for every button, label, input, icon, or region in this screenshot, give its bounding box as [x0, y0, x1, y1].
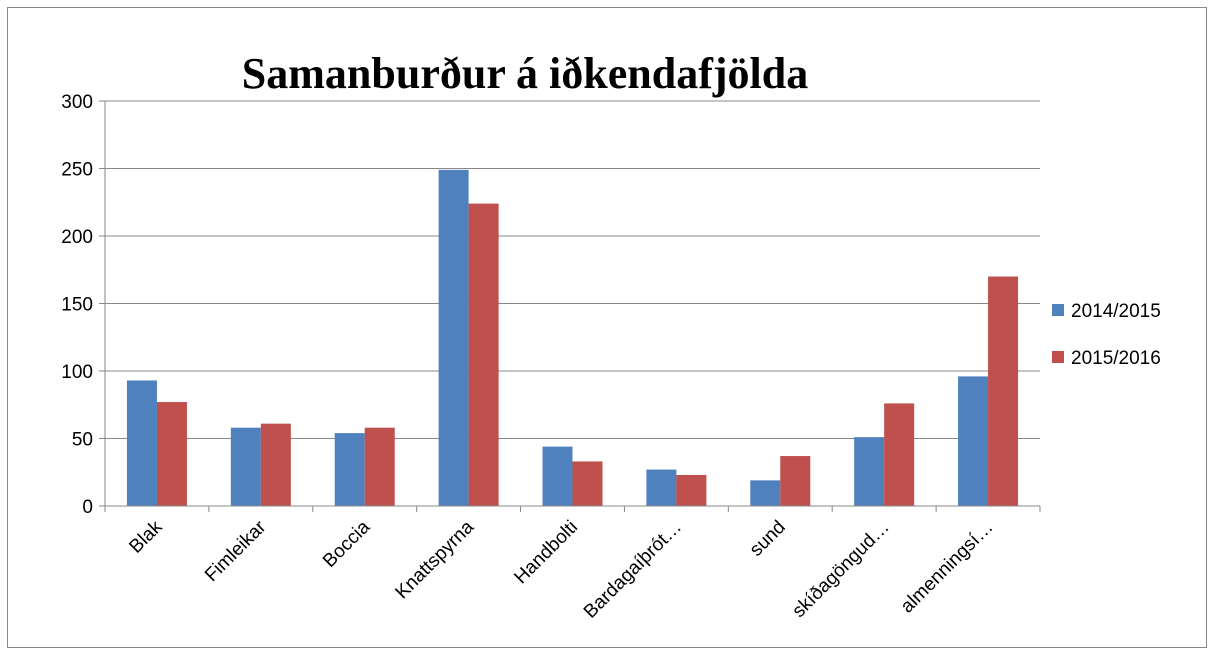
bar	[646, 469, 677, 506]
bar	[988, 276, 1019, 506]
y-tick-label: 100	[61, 362, 93, 383]
chart-frame	[7, 7, 1207, 648]
bar	[572, 461, 603, 506]
bar	[156, 402, 187, 506]
y-tick-label: 150	[61, 295, 93, 316]
bar	[468, 203, 499, 506]
bar	[854, 437, 885, 506]
bar	[260, 423, 291, 506]
bar	[884, 403, 915, 506]
chart-title: Samanburður á iðkendafjölda	[242, 49, 808, 98]
bar	[438, 169, 469, 506]
y-tick-label: 50	[72, 430, 93, 451]
legend-label: 2014/2015	[1071, 301, 1161, 322]
bar	[230, 427, 261, 506]
bar	[750, 480, 781, 506]
y-tick-label: 0	[82, 497, 93, 518]
bar	[542, 446, 573, 506]
bar	[364, 427, 395, 506]
bar	[676, 474, 707, 506]
legend-label: 2015/2016	[1071, 348, 1161, 369]
y-tick-label: 300	[61, 92, 93, 113]
y-tick-label: 250	[61, 160, 93, 181]
bar	[780, 456, 811, 506]
bar	[958, 376, 989, 506]
legend-swatch	[1052, 351, 1064, 363]
legend-swatch	[1052, 304, 1064, 316]
bar	[126, 380, 157, 506]
bar	[334, 433, 365, 506]
y-tick-label: 200	[61, 227, 93, 248]
